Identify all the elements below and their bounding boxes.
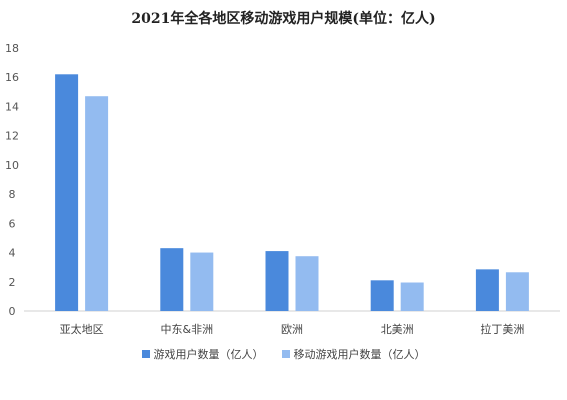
y-tick-label: 14 bbox=[5, 100, 19, 113]
bar-mobile-game-users bbox=[505, 272, 529, 311]
y-tick-label: 16 bbox=[5, 71, 19, 84]
bar-mobile-game-users bbox=[400, 282, 424, 311]
y-tick-label: 2 bbox=[9, 276, 16, 289]
bar-mobile-game-users bbox=[85, 96, 109, 311]
bar-game-users bbox=[55, 74, 79, 311]
x-category-label: 中东&非洲 bbox=[161, 323, 214, 336]
chart-title: 2021年全各地区移动游戏用户规模(单位：亿人) bbox=[131, 11, 436, 27]
y-tick-label: 18 bbox=[5, 42, 19, 55]
y-tick-label: 4 bbox=[9, 247, 16, 260]
y-tick-label: 6 bbox=[9, 217, 16, 230]
y-tick-label: 12 bbox=[5, 130, 19, 143]
bar-game-users bbox=[475, 269, 499, 311]
bar-mobile-game-users bbox=[295, 256, 319, 311]
legend-label: 游戏用户数量（亿人） bbox=[153, 348, 264, 361]
bar-game-users bbox=[160, 248, 184, 311]
x-category-label: 欧洲 bbox=[281, 323, 303, 336]
y-tick-label: 8 bbox=[9, 188, 16, 201]
chart-legend: 游戏用户数量（亿人） 移动游戏用户数量（亿人） bbox=[0, 346, 567, 362]
legend-swatch bbox=[281, 350, 290, 358]
bar-game-users bbox=[370, 280, 394, 311]
x-category-label: 拉丁美洲 bbox=[480, 322, 524, 336]
bar-mobile-game-users bbox=[190, 252, 214, 311]
bar-game-users bbox=[265, 251, 289, 311]
legend-item: 移动游戏用户数量（亿人） bbox=[281, 346, 426, 362]
x-category-label: 亚太地区 bbox=[60, 323, 104, 336]
legend-label: 移动游戏用户数量（亿人） bbox=[293, 348, 426, 361]
legend-item: 游戏用户数量（亿人） bbox=[141, 346, 264, 362]
y-tick-label: 0 bbox=[9, 305, 16, 318]
y-tick-label: 10 bbox=[5, 159, 19, 172]
x-category-label: 北美洲 bbox=[381, 323, 414, 336]
legend-swatch bbox=[141, 350, 150, 358]
